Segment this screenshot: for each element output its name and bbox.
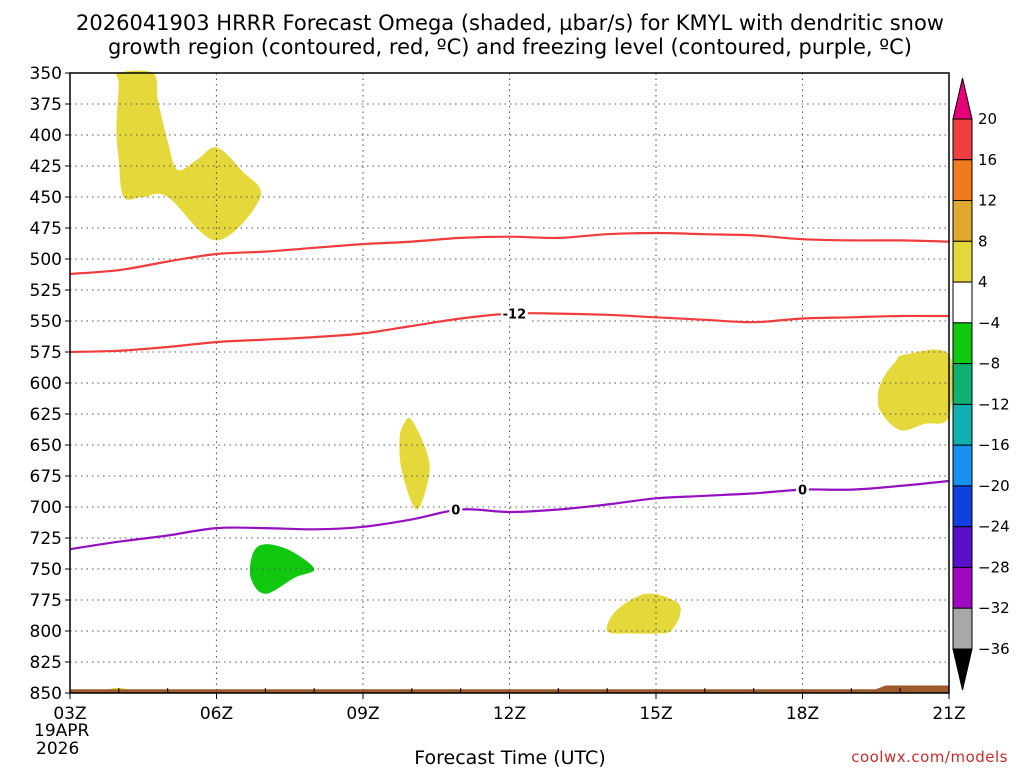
y-tick-label-16: 750	[30, 560, 62, 580]
plot-area: -12 0 0	[69, 70, 954, 694]
x-tick-label-0: 03Z	[53, 704, 86, 724]
colorbar-label-13: −36	[978, 640, 1010, 658]
y-tick-label-20: 850	[30, 684, 62, 704]
omega-region-0	[116, 70, 262, 241]
credit-text: coolwx.com/models	[851, 748, 1008, 766]
colorbar-bottom-tip	[952, 648, 973, 691]
y-tick-label-9: 575	[30, 343, 62, 363]
omega-region-1	[399, 418, 430, 510]
colorbar: 20 16 12 8 4 −4 −8 −12 −16 −20 −24 −28 −32 −36	[952, 77, 1010, 691]
grid-lines	[70, 73, 949, 693]
x-axis: 03Z 06Z 09Z 12Z 15Z 18Z 21Z	[53, 693, 966, 724]
colorbar-label-8: −16	[978, 436, 1010, 454]
x-tick-label-1: 06Z	[200, 704, 233, 724]
y-tick-label-0: 350	[30, 64, 62, 84]
y-tick-label-10: 600	[30, 374, 62, 394]
colorbar-label-9: −20	[978, 477, 1010, 495]
contour-label-bg-1	[500, 305, 528, 322]
y-tick-label-1: 375	[30, 95, 62, 115]
omega-region-3	[877, 349, 954, 431]
colorbar-segment-7	[952, 363, 973, 405]
colorbar-segment-5	[952, 281, 973, 324]
omega-region-2	[606, 593, 681, 634]
colorbar-segment-6	[952, 322, 973, 365]
y-tick-label-4: 450	[30, 188, 62, 208]
y-tick-label-12: 650	[30, 436, 62, 456]
y-tick-label-11: 625	[30, 405, 62, 425]
colorbar-segment-2	[952, 159, 973, 202]
x-tick-label-4: 15Z	[639, 704, 672, 724]
contour-lines: -12 0 0	[69, 231, 950, 551]
colorbar-segment-11	[952, 526, 973, 568]
y-tick-label-18: 800	[30, 622, 62, 642]
colorbar-segment-3	[952, 200, 973, 242]
y-tick-label-2: 400	[30, 126, 62, 146]
colorbar-segment-8	[952, 403, 973, 446]
colorbar-label-2: 12	[978, 192, 997, 210]
contour-label-2: 0	[451, 503, 460, 518]
chart-title-line-2: growth region (contoured, red, ºC) and f…	[108, 35, 912, 59]
x-axis-label: Forecast Time (UTC)	[414, 747, 605, 768]
x-tick-label-6: 21Z	[932, 704, 965, 724]
colorbar-segment-9	[952, 444, 973, 487]
contour-line-0	[69, 231, 950, 275]
x-date-line-2: 2026	[36, 739, 79, 759]
contour-label-bg-2-b	[796, 481, 809, 498]
x-date-line-1: 19APR	[34, 721, 90, 741]
y-axis: 350 375 400 425 450 475 500 525 550 575 600 625 650 6…	[30, 64, 70, 704]
chart-title-line-1: 2026041903 HRRR Forecast Omega (shaded, …	[76, 11, 944, 35]
y-tick-label-3: 425	[30, 157, 62, 177]
contour-label-bg-2	[449, 501, 463, 518]
colorbar-label-11: −28	[978, 558, 1010, 576]
colorbar-segment-10	[952, 485, 973, 528]
colorbar-label-1: 16	[978, 151, 997, 169]
y-tick-label-6: 500	[30, 250, 62, 270]
colorbar-label-10: −24	[978, 518, 1010, 536]
colorbar-label-4: 4	[978, 273, 988, 291]
omega-region-4	[249, 544, 315, 594]
contour-label-1: -12	[503, 308, 527, 323]
y-tick-label-5: 475	[30, 219, 62, 239]
colorbar-label-0: 20	[978, 110, 997, 128]
y-tick-label-19: 825	[30, 653, 62, 673]
y-tick-label-8: 550	[30, 312, 62, 332]
y-tick-label-14: 700	[30, 498, 62, 518]
colorbar-label-5: −4	[978, 314, 1000, 332]
y-tick-label-17: 775	[30, 591, 62, 611]
y-tick-label-15: 725	[30, 529, 62, 549]
y-tick-label-7: 525	[30, 281, 62, 301]
y-tick-label-13: 675	[30, 467, 62, 487]
colorbar-label-7: −12	[978, 395, 1010, 413]
x-tick-label-5: 18Z	[786, 704, 819, 724]
colorbar-label-12: −32	[978, 599, 1010, 617]
x-tick-label-3: 12Z	[493, 704, 526, 724]
colorbar-segment-4	[952, 240, 973, 283]
colorbar-segment-12	[952, 566, 973, 609]
colorbar-segment-1	[952, 118, 973, 161]
colorbar-label-3: 8	[978, 232, 988, 250]
x-tick-label-2: 09Z	[346, 704, 379, 724]
colorbar-label-6: −8	[978, 355, 1000, 373]
contour-label-2-b: 0	[798, 484, 807, 499]
colorbar-segment-13	[952, 607, 973, 650]
